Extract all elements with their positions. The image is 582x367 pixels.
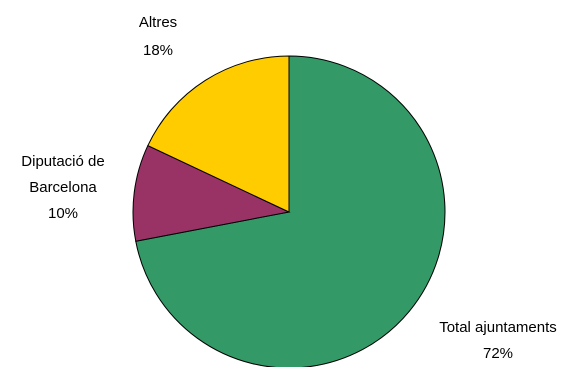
slice-label-altres-name: Altres bbox=[139, 14, 177, 31]
slice-label-diputacio-line1: Diputació de bbox=[21, 153, 104, 170]
slice-label-total-ajuntaments-value: 72% bbox=[483, 345, 513, 362]
slice-label-total-ajuntaments-name: Total ajuntaments bbox=[439, 319, 557, 336]
pie-slice-diputacio-barcelona bbox=[132, 144, 291, 242]
slice-label-altres-value: 18% bbox=[143, 42, 173, 59]
slice-label-diputacio-line2: Barcelona bbox=[29, 179, 97, 196]
pie-slice-altres bbox=[147, 55, 290, 213]
pie-slice-total-ajuntaments bbox=[135, 55, 446, 367]
slice-label-diputacio-value: 10% bbox=[48, 205, 78, 222]
